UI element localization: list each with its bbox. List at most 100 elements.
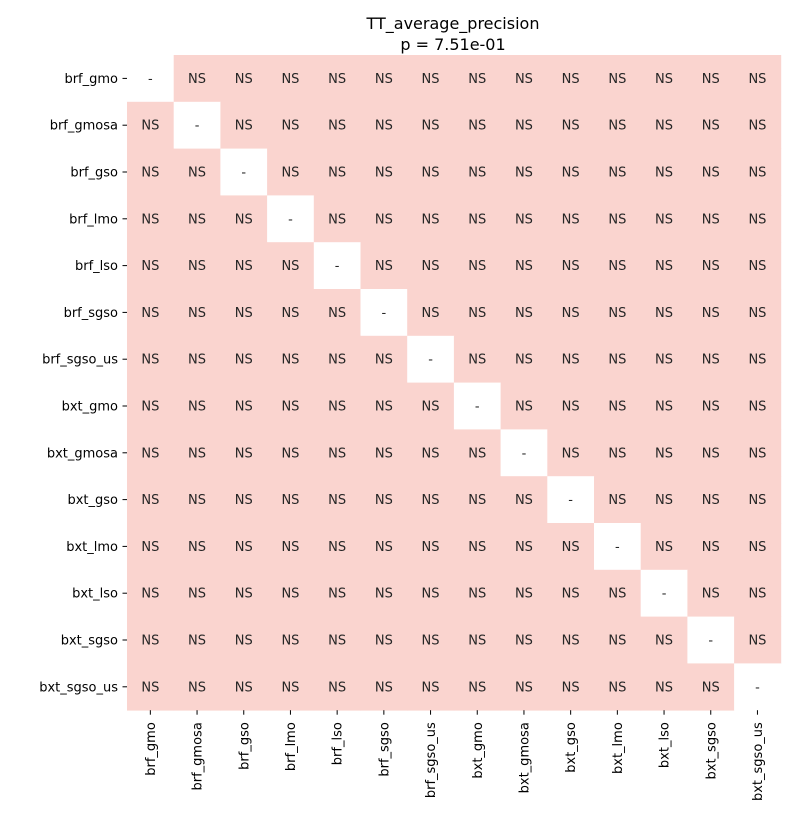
y-tick-label: bxt_sgso — [61, 634, 118, 649]
heatmap-cell — [127, 429, 175, 477]
cell-label: NS — [562, 587, 580, 602]
cell-label: NS — [515, 587, 533, 602]
cell-label: NS — [468, 587, 486, 602]
cell-label: - — [335, 259, 340, 274]
heatmap-cell — [687, 335, 735, 383]
heatmap-cell — [313, 663, 361, 711]
heatmap-cell — [547, 242, 595, 290]
cell-label: NS — [188, 680, 206, 695]
cell-label: NS — [328, 212, 346, 227]
x-tick-label: brf_lmo — [284, 722, 299, 771]
heatmap-cell — [313, 523, 361, 571]
x-tick-label: brf_lso — [331, 722, 346, 765]
heatmap-cell — [547, 569, 595, 617]
cell-label: NS — [515, 119, 533, 134]
y-tick-label: brf_gmosa — [50, 119, 118, 134]
heatmap-cell — [640, 55, 688, 103]
cell-label: - — [615, 540, 620, 555]
heatmap-cell — [360, 242, 408, 290]
heatmap-cell — [500, 616, 548, 664]
heatmap-cell — [594, 289, 642, 337]
cell-label: NS — [422, 446, 440, 461]
cell-label: NS — [515, 400, 533, 415]
heatmap-cell — [453, 335, 501, 383]
heatmap-cell — [313, 335, 361, 383]
heatmap-cell — [734, 148, 782, 196]
heatmap-cell — [640, 663, 688, 711]
heatmap-cell — [734, 616, 782, 664]
cell-label: NS — [141, 446, 159, 461]
cell-label: NS — [655, 166, 673, 181]
heatmap-cell — [220, 242, 268, 290]
heatmap-cell — [734, 242, 782, 290]
heatmap-cell — [313, 148, 361, 196]
heatmap-cell — [173, 242, 221, 290]
heatmap-cell — [453, 242, 501, 290]
heatmap-cell — [173, 289, 221, 337]
heatmap-cell — [173, 523, 221, 571]
heatmap-cell — [453, 148, 501, 196]
cell-label: NS — [748, 493, 766, 508]
cell-label: NS — [328, 634, 346, 649]
cell-label: NS — [235, 493, 253, 508]
cell-label: NS — [748, 259, 766, 274]
cell-label: NS — [515, 634, 533, 649]
cell-label: - — [662, 587, 667, 602]
heatmap-cell — [453, 55, 501, 103]
cell-label: NS — [748, 306, 766, 321]
cell-label: NS — [235, 353, 253, 368]
y-tick-label: brf_gso — [70, 166, 118, 181]
cell-label: NS — [235, 446, 253, 461]
heatmap-cell — [594, 195, 642, 243]
cell-label: NS — [608, 634, 626, 649]
cell-label: NS — [375, 353, 393, 368]
heatmap-cell — [640, 242, 688, 290]
heatmap-cell — [500, 382, 548, 430]
heatmap-cell — [127, 663, 175, 711]
heatmap-cell — [267, 335, 315, 383]
cell-label: NS — [748, 212, 766, 227]
heatmap-cell — [360, 476, 408, 524]
heatmap-cell — [734, 55, 782, 103]
heatmap-cell — [500, 55, 548, 103]
heatmap-cell — [547, 429, 595, 477]
heatmap-cell — [407, 476, 455, 524]
cell-label: NS — [702, 446, 720, 461]
cell-label: NS — [748, 446, 766, 461]
heatmap-cell — [687, 429, 735, 477]
heatmap-cell — [220, 429, 268, 477]
cell-label: NS — [655, 493, 673, 508]
cell-label: NS — [608, 353, 626, 368]
cell-label: NS — [375, 119, 393, 134]
cell-label: NS — [562, 119, 580, 134]
heatmap-cell — [640, 195, 688, 243]
cell-label: NS — [375, 680, 393, 695]
cell-label: NS — [702, 72, 720, 87]
cell-label: NS — [235, 540, 253, 555]
heatmap-cell — [734, 289, 782, 337]
cell-label: NS — [748, 119, 766, 134]
cell-label: NS — [515, 212, 533, 227]
cell-label: NS — [702, 212, 720, 227]
cell-label: NS — [328, 353, 346, 368]
heatmap-cell — [220, 101, 268, 149]
cell-label: NS — [702, 587, 720, 602]
heatmap-cell — [453, 195, 501, 243]
cell-label: - — [522, 446, 527, 461]
cell-label: NS — [328, 493, 346, 508]
cell-label: NS — [375, 540, 393, 555]
heatmap-cell — [594, 55, 642, 103]
heatmap-cell — [734, 195, 782, 243]
heatmap-cell — [220, 476, 268, 524]
heatmap-cell — [220, 663, 268, 711]
cell-label: NS — [608, 166, 626, 181]
heatmap-cell — [500, 195, 548, 243]
heatmap-cell — [453, 382, 501, 430]
y-tick-label: bxt_gso — [67, 493, 118, 508]
cell-label: NS — [235, 212, 253, 227]
heatmap-cell — [220, 335, 268, 383]
y-tick-label: brf_lso — [75, 259, 118, 274]
heatmap-cell — [127, 148, 175, 196]
heatmap-cell — [313, 55, 361, 103]
heatmap-cell — [407, 335, 455, 383]
